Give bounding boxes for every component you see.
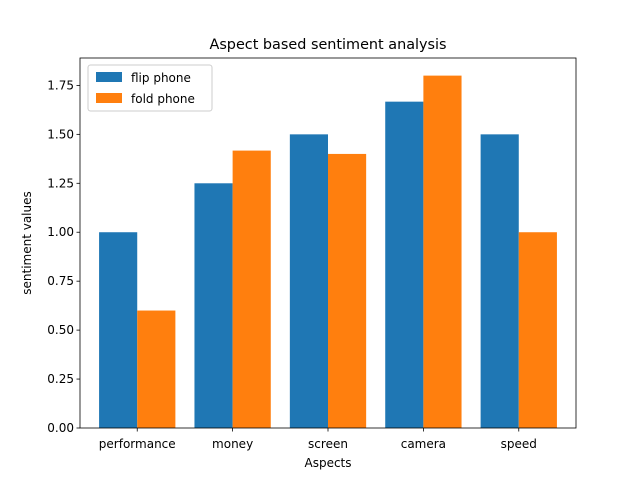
y-tick-label: 1.00	[47, 225, 74, 239]
y-tick-label: 1.50	[47, 127, 74, 141]
bar-flip-phone-money	[194, 183, 233, 428]
y-tick-label: 1.75	[47, 78, 74, 92]
x-tick-label: screen	[308, 437, 348, 451]
x-tick-label: camera	[401, 437, 446, 451]
x-tick-label: speed	[501, 437, 537, 451]
x-tick-label: performance	[99, 437, 176, 451]
bar-fold-phone-money	[232, 150, 271, 428]
bar-fold-phone-screen	[328, 153, 367, 429]
bar-fold-phone-performance	[137, 310, 176, 428]
bar-flip-phone-screen	[289, 134, 328, 428]
y-tick-label: 0.75	[47, 274, 74, 288]
legend-swatch-fold-phone	[96, 93, 122, 103]
plot-frame	[79, 57, 577, 429]
y-axis-label: sentiment values	[20, 191, 34, 295]
bar-flip-phone-speed	[480, 134, 519, 428]
x-axis: performance money screen camera speed	[99, 428, 537, 451]
x-tick-label: money	[212, 437, 253, 451]
bar-flip-phone-camera	[385, 101, 424, 429]
legend: flip phone fold phone	[87, 64, 213, 112]
bar-fold-phone-speed	[518, 232, 557, 428]
y-axis: 0.00 0.25 0.50 0.75 1.00 1.25 1.50 1.75	[47, 78, 80, 435]
legend-swatch-flip-phone	[96, 72, 122, 82]
y-tick-label: 0.50	[47, 323, 74, 337]
y-tick-label: 1.25	[47, 176, 74, 190]
bar-fold-phone-camera	[423, 75, 462, 428]
bars-group	[99, 75, 557, 429]
legend-label-flip-phone: flip phone	[131, 71, 191, 85]
y-tick-label: 0.25	[47, 372, 74, 386]
chart-title: Aspect based sentiment analysis	[209, 37, 446, 53]
x-axis-label: Aspects	[304, 456, 351, 470]
y-tick-label: 0.00	[47, 421, 74, 435]
bar-flip-phone-performance	[99, 232, 138, 428]
legend-label-fold-phone: fold phone	[131, 92, 195, 106]
